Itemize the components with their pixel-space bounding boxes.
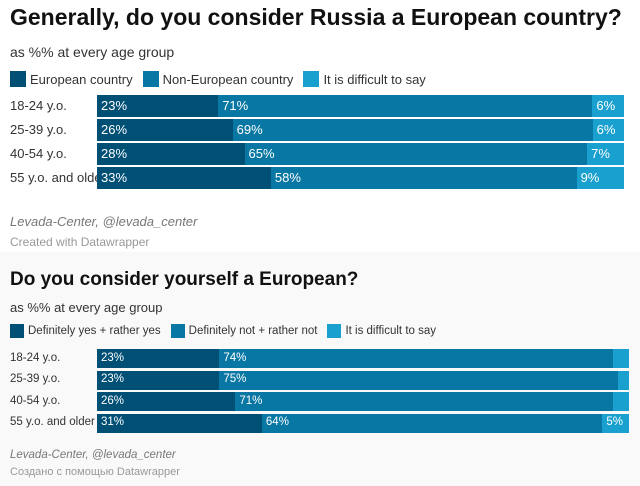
value-label: 71% xyxy=(222,98,249,114)
value-label: 6% xyxy=(596,98,616,114)
chart-self-european: Do you consider yourself a European? as %… xyxy=(0,252,640,486)
legend-label: It is difficult to say xyxy=(323,71,426,87)
row-label: 55 y.o. and older xyxy=(10,170,106,186)
stacked-bar: 28% 65% 7% xyxy=(97,143,624,165)
legend-item: Definitely not + rather not xyxy=(170,324,318,338)
stacked-bar: 31% 64% 5% xyxy=(97,413,629,433)
value-label: 23% xyxy=(101,351,125,364)
legend: European country Non-European country It i… xyxy=(10,71,426,87)
row-label: 25-39 y.o. xyxy=(10,373,61,386)
bar-segment: 65% xyxy=(244,143,588,165)
chart-title: Do you consider yourself a European? xyxy=(10,269,359,290)
row-label: 40-54 y.o. xyxy=(10,394,61,407)
legend-swatch xyxy=(10,71,26,87)
stacked-bar: 23% 75% xyxy=(97,370,629,390)
value-label: 6% xyxy=(596,122,616,138)
legend-item: Non-European country xyxy=(142,71,294,87)
bar-segment: 75% xyxy=(219,370,619,390)
bar-segment: 33% xyxy=(97,167,271,189)
legend: Definitely yes + rather yes Definitely no… xyxy=(10,324,436,338)
source-note: Levada-Center, @levada_center xyxy=(10,214,198,229)
bar-segment: 26% xyxy=(97,119,233,141)
stacked-bar: 26% 71% xyxy=(97,392,629,411)
value-label: 69% xyxy=(236,122,263,138)
bar-segment: 74% xyxy=(219,349,614,368)
legend-label: Definitely yes + rather yes xyxy=(28,325,161,337)
row-label: 18-24 y.o. xyxy=(10,98,67,114)
legend-label: Definitely not + rather not xyxy=(188,325,318,337)
legend-label: Non-European country xyxy=(162,71,294,87)
row-label: 25-39 y.o. xyxy=(10,122,67,138)
stacked-bar: 33% 58% 9% xyxy=(97,167,624,189)
bar-segment: 7% xyxy=(587,143,624,165)
legend-swatch xyxy=(170,324,185,338)
bar-segment: 6% xyxy=(592,119,624,141)
value-label: 28% xyxy=(101,146,128,162)
legend-swatch xyxy=(303,71,320,87)
value-label: 26% xyxy=(101,394,125,407)
bar-segment: 58% xyxy=(270,167,577,189)
value-label: 23% xyxy=(101,98,128,114)
legend-label: European country xyxy=(30,71,133,87)
bar-segment: 64% xyxy=(261,413,603,433)
chart-subtitle: as %% at every age group xyxy=(10,300,163,315)
legend-swatch xyxy=(10,324,24,338)
row-label: 18-24 y.o. xyxy=(10,351,61,364)
legend-swatch xyxy=(327,324,342,338)
value-label: 7% xyxy=(591,146,610,162)
value-label: 75% xyxy=(223,373,247,386)
stacked-bar: 23% 74% xyxy=(97,349,629,368)
value-label: 64% xyxy=(265,416,289,429)
value-label: 58% xyxy=(274,170,301,186)
datawrapper-credit: Создано с помощью Datawrapper xyxy=(10,466,180,478)
value-label: 74% xyxy=(223,351,247,364)
value-label: 9% xyxy=(580,170,600,186)
bar-segment: 23% xyxy=(97,95,219,117)
bar-segment: 71% xyxy=(218,95,593,117)
chart-subtitle: as %% at every age group xyxy=(10,44,175,60)
chart-title: Generally, do you consider Russia a Euro… xyxy=(10,4,622,30)
stacked-bar: 26% 69% 6% xyxy=(97,119,624,141)
bar-segment: 69% xyxy=(232,119,593,141)
value-label: 23% xyxy=(101,373,125,386)
row-label: 55 y.o. and older xyxy=(10,416,95,429)
value-label: 33% xyxy=(101,170,128,186)
value-label: 26% xyxy=(101,122,128,138)
bar-segment xyxy=(618,370,629,390)
bar-segment: 9% xyxy=(576,167,624,189)
bar-segment xyxy=(613,392,629,411)
bar-segment: 28% xyxy=(97,143,245,165)
legend-item: Definitely yes + rather yes xyxy=(10,324,161,338)
stacked-bar: 23% 71% 6% xyxy=(97,95,624,117)
source-note: Levada-Center, @levada_center xyxy=(10,449,176,461)
bar-segment: 5% xyxy=(602,413,629,433)
bar-segment: 31% xyxy=(97,413,262,433)
value-label: 71% xyxy=(239,394,263,407)
value-label: 31% xyxy=(101,416,125,429)
legend-item: It is difficult to say xyxy=(327,324,436,338)
value-label: 5% xyxy=(606,416,623,429)
legend-item: European country xyxy=(10,71,133,87)
bar-segment: 6% xyxy=(592,95,624,117)
bar-segment: 23% xyxy=(97,349,220,368)
legend-label: It is difficult to say xyxy=(345,325,436,337)
legend-swatch xyxy=(142,71,159,87)
legend-item: It is difficult to say xyxy=(303,71,426,87)
row-label: 40-54 y.o. xyxy=(10,146,67,162)
value-label: 65% xyxy=(248,146,275,162)
chart-russia-european: Generally, do you consider Russia a Euro… xyxy=(10,4,624,249)
bar-segment: 71% xyxy=(235,392,614,411)
bar-segment xyxy=(613,349,629,368)
datawrapper-credit: Created with Datawrapper xyxy=(10,235,150,249)
bar-segment: 23% xyxy=(97,370,220,390)
bar-segment: 26% xyxy=(97,392,236,411)
